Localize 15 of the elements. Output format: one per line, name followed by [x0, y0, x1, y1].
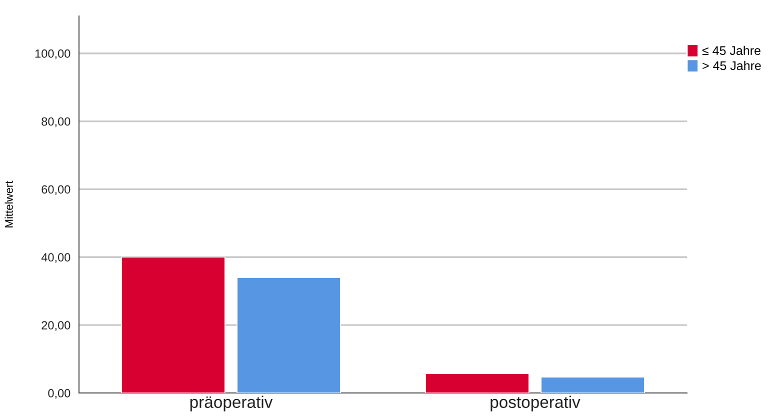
- legend-label: ≤ 45 Jahre: [702, 46, 760, 56]
- y-tick-label: 80,00: [42, 117, 70, 128]
- y-tick-label: 100,00: [35, 49, 70, 60]
- x-tick-label: präoperativ: [190, 396, 273, 412]
- x-tick-label: postoperativ: [490, 396, 580, 412]
- legend-label: > 45 Jahre: [702, 60, 761, 70]
- bar: [121, 256, 226, 393]
- y-tick-label: 60,00: [42, 185, 70, 196]
- y-tick-label: 20,00: [42, 321, 70, 331]
- bar: [540, 376, 645, 393]
- bar: [236, 277, 341, 393]
- y-axis-title: Mittelwert: [4, 180, 13, 228]
- bar: [425, 373, 530, 393]
- y-tick-label: 0,00: [48, 389, 70, 399]
- y-tick-label: 40,00: [41, 253, 70, 263]
